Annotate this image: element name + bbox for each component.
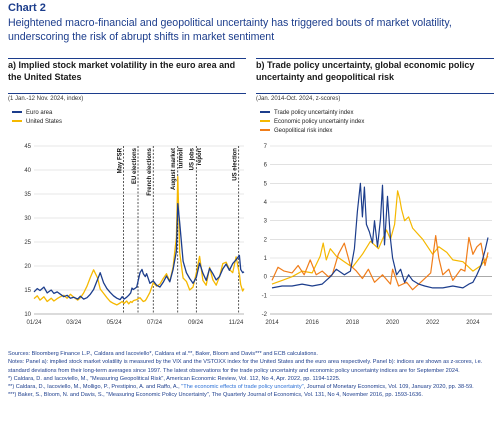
chart-number: Chart 2 <box>8 2 46 14</box>
x-tick-label: 01/24 <box>26 320 42 326</box>
y-tick-label: 25 <box>24 240 31 246</box>
series-line-united-states <box>33 176 245 306</box>
x-tick-label: 2024 <box>466 320 480 326</box>
panel-a-title: a) Implied stock market volatility in th… <box>8 60 236 82</box>
reference-2-link[interactable]: "The economic effects of trade policy un… <box>181 384 304 391</box>
reference-2: **) Caldara, D., Iacoviello, M., Molligo… <box>8 383 494 391</box>
y-tick-label: 15 <box>24 288 31 294</box>
y-tick-label: 4 <box>264 200 268 206</box>
series-line-geopolitical-risk <box>271 235 489 291</box>
y-tick-label: 10 <box>24 312 31 318</box>
panel-a-chart: 10 15 20 25 30 35 40 45 01/24 03/24 05/24 07/24 09/2… <box>12 110 245 326</box>
panel-b-subtitle: (Jan. 2014-Oct. 2024, z-scores) <box>256 96 341 102</box>
event-label: EU elections <box>132 147 138 184</box>
legend-label: Economic policy uncertainty index <box>274 119 364 125</box>
panel-b-rule <box>256 58 494 59</box>
sources-text: Sources: Bloomberg Finance L.P., Caldara… <box>8 351 318 357</box>
panel-b-chart: -2 -1 0 1 2 3 4 5 6 7 2014 2016 2018 2020 2022 2024 Trad… <box>260 110 492 326</box>
panel-a-rule <box>8 58 246 59</box>
x-tick-label: 07/24 <box>147 320 163 326</box>
event-label: turmoil <box>178 148 184 169</box>
y-tick-label: 45 <box>24 144 31 150</box>
event-label: US jobs <box>189 147 195 170</box>
reference-2-authors: **) Caldara, D., Iacoviello, M., Molligo… <box>8 384 182 391</box>
panel-b-title: b) Trade policy uncertainty, global econ… <box>256 60 475 82</box>
x-tick-label: 2016 <box>306 320 320 326</box>
event-label: report <box>197 148 203 165</box>
notes-text: Notes: Panel a): implied stock market vo… <box>8 359 483 374</box>
y-tick-label: 2 <box>264 237 268 243</box>
series-line-euro-area <box>33 202 245 301</box>
legend-label: Euro area <box>26 110 53 116</box>
legend-label: Trade policy uncertainty index <box>274 110 354 116</box>
x-tick-label: 2022 <box>426 320 440 326</box>
x-tick-label: 2014 <box>265 320 279 326</box>
y-tick-label: -1 <box>262 293 268 299</box>
chart-headline: Heightened macro-financial and geopoliti… <box>8 17 452 43</box>
event-label: August market <box>171 148 177 190</box>
y-tick-label: 7 <box>264 144 268 150</box>
y-tick-label: 40 <box>24 168 31 174</box>
panel-a-subtitle: (1 Jan.-12 Nov. 2024, index) <box>8 96 84 102</box>
notes-section: Sources: Bloomberg Finance L.P., Caldara… <box>8 350 494 400</box>
y-tick-label: 6 <box>264 163 268 169</box>
x-tick-label: 09/24 <box>188 320 204 326</box>
x-tick-label: 11/24 <box>229 320 244 326</box>
x-tick-label: 2018 <box>346 320 360 326</box>
legend-label: United States <box>26 119 62 125</box>
reference-1: *) Caldara, D. and Iacoviello, M., "Meas… <box>8 375 341 382</box>
panel-b-subrule <box>256 93 494 94</box>
y-tick-label: 3 <box>264 219 268 225</box>
x-tick-label: 05/24 <box>107 320 123 326</box>
y-tick-label: 30 <box>24 216 31 222</box>
legend-label: Geopolitical risk index <box>274 128 332 134</box>
x-tick-label: 03/24 <box>66 320 82 326</box>
x-tick-label: 2020 <box>386 320 400 326</box>
y-tick-label: 0 <box>264 275 268 281</box>
event-label: French elections <box>147 147 153 195</box>
reference-2-journal: , Journal of Monetary Economics, Vol. 10… <box>303 384 474 391</box>
y-tick-label: 1 <box>264 256 268 262</box>
series-line-trade-policy <box>271 182 489 289</box>
reference-3: ***) Baker, S., Bloom, N. and Davis, S.,… <box>8 392 423 399</box>
panel-a-subrule <box>8 93 246 94</box>
series-line-economic-policy <box>271 190 489 285</box>
y-tick-label: 5 <box>264 181 268 187</box>
event-label: May FSR <box>117 147 123 173</box>
event-label: US election <box>233 148 239 181</box>
y-tick-label: -2 <box>262 312 268 318</box>
y-tick-label: 20 <box>24 264 31 270</box>
y-tick-label: 35 <box>24 192 31 198</box>
